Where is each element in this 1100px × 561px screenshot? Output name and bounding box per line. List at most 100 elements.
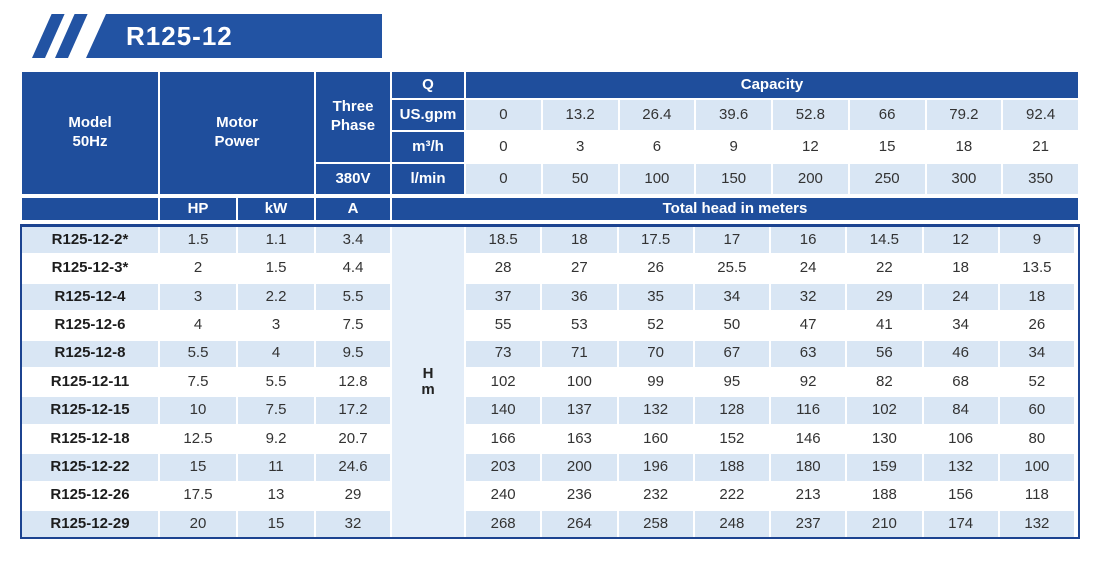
three-label: Three — [332, 98, 374, 116]
model-cell: R125-12-2* — [22, 227, 158, 254]
head-value-cell: 100 — [999, 454, 1074, 481]
capacity-value-cell: 0 — [466, 132, 541, 162]
unit-us-gpm: US.gpm — [392, 100, 464, 130]
amp-cell: 17.2 — [316, 397, 390, 424]
head-value-cell: 36 — [542, 283, 617, 311]
kw-cell: 7.5 — [238, 397, 314, 424]
amp-cell: 20.7 — [316, 425, 390, 453]
amp-cell: 4.4 — [316, 255, 390, 282]
amp-cell: 29 — [316, 482, 390, 509]
head-value-cell: 100 — [542, 368, 617, 396]
head-value-cell: 232 — [618, 482, 693, 509]
hp-cell: 7.5 — [160, 368, 236, 396]
head-value-cell: 128 — [694, 397, 769, 424]
capacity-value-cell: 18 — [926, 132, 1002, 162]
head-value-cell: 174 — [923, 510, 998, 538]
model-cell: R125-12-18 — [22, 425, 158, 453]
head-value-cell: 180 — [771, 454, 846, 481]
head-value-cell: 137 — [542, 397, 617, 424]
capacity-value-cell: 13.2 — [542, 100, 618, 130]
head-value-cell: 166 — [466, 425, 541, 453]
hp-header: HP — [160, 198, 236, 220]
product-title: R125-12 — [126, 20, 233, 51]
model-header: Model 50Hz — [22, 72, 158, 194]
head-value-cell: 67 — [694, 340, 769, 367]
head-value-cell: 159 — [847, 454, 922, 481]
motor-label: Motor — [216, 114, 258, 132]
head-value-cell: 18.5 — [466, 227, 541, 254]
empty-subheader-cell — [22, 198, 158, 220]
head-value-cell: 268 — [466, 510, 541, 538]
model-cell: R125-12-26 — [22, 482, 158, 509]
table-subheader: HP kW A Total head in meters — [22, 198, 1078, 220]
head-value-cell: 213 — [771, 482, 846, 509]
head-value-cell: 71 — [542, 340, 617, 367]
total-head-header: Total head in meters — [392, 198, 1078, 220]
head-value-cell: 17.5 — [618, 227, 693, 254]
head-value-cell: 116 — [771, 397, 846, 424]
head-value-cell: 29 — [847, 283, 922, 311]
capacity-value-cell: 39.6 — [696, 100, 771, 130]
phase-label: Phase — [330, 117, 376, 134]
kw-cell: 13 — [238, 482, 314, 509]
kw-cell: 11 — [238, 454, 314, 481]
model-cell: R125-12-11 — [22, 368, 158, 396]
amp-header: A — [316, 198, 390, 220]
capacity-value-cell: 26.4 — [619, 100, 695, 130]
capacity-value-cell: 300 — [926, 164, 1002, 194]
head-value-cell: 14.5 — [847, 227, 922, 254]
head-value-cell: 47 — [771, 312, 846, 339]
head-value-cell: 163 — [542, 425, 617, 453]
table-header: Model 50Hz Motor Power Three Phase 380V … — [22, 72, 1078, 194]
capacity-value-cell: 0 — [466, 100, 541, 130]
head-value-cell: 264 — [542, 510, 617, 538]
head-value-cell: 236 — [542, 482, 617, 509]
head-value-cell: 52 — [618, 312, 693, 339]
capacity-value-cell: 0 — [466, 164, 541, 194]
head-value-cell: 9 — [999, 227, 1074, 254]
amp-cell: 7.5 — [316, 312, 390, 339]
head-value-cell: 118 — [999, 482, 1074, 509]
q-header: Q — [392, 72, 464, 98]
capacity-value-cell: 50 — [542, 164, 618, 194]
head-value-cell: 130 — [847, 425, 922, 453]
head-value-cell: 28 — [466, 255, 541, 282]
head-value-cell: 32 — [771, 283, 846, 311]
amp-cell: 5.5 — [316, 283, 390, 311]
head-value-cell: 222 — [694, 482, 769, 509]
amp-cell: 24.6 — [316, 454, 390, 481]
head-value-cell: 188 — [847, 482, 922, 509]
head-value-cell: 26 — [999, 312, 1074, 339]
hp-cell: 1.5 — [160, 227, 236, 254]
head-value-cell: 41 — [847, 312, 922, 339]
head-value-cell: 70 — [618, 340, 693, 367]
table-body-frame: H m R125-12-2* 1.5 1.1 3.4 18.5 18 17.5 17 16 14.… — [20, 224, 1080, 540]
head-value-cell: 50 — [694, 312, 769, 339]
head-value-cell: 237 — [771, 510, 846, 538]
capacity-value-cell: 150 — [696, 164, 771, 194]
kw-header: kW — [238, 198, 314, 220]
head-value-cell: 34 — [999, 340, 1074, 367]
head-value-cell: 13.5 — [999, 255, 1074, 282]
head-value-cell: 56 — [847, 340, 922, 367]
head-value-cell: 160 — [618, 425, 693, 453]
head-value-cell: 25.5 — [694, 255, 769, 282]
head-value-cell: 132 — [618, 397, 693, 424]
kw-cell: 5.5 — [238, 368, 314, 396]
head-value-cell: 102 — [466, 368, 541, 396]
capacity-value-cell: 100 — [619, 164, 695, 194]
head-value-cell: 210 — [847, 510, 922, 538]
hp-cell: 5.5 — [160, 340, 236, 367]
unit-lmin: l/min — [392, 164, 464, 194]
head-value-cell: 200 — [542, 454, 617, 481]
banner: R125-12 — [22, 14, 382, 58]
head-value-cell: 196 — [618, 454, 693, 481]
model-cell: R125-12-29 — [22, 510, 158, 538]
three-phase-header: Three Phase — [316, 72, 390, 162]
head-value-cell: 132 — [999, 510, 1074, 538]
amp-cell: 32 — [316, 510, 390, 538]
head-value-cell: 35 — [618, 283, 693, 311]
head-value-cell: 102 — [847, 397, 922, 424]
head-value-cell: 63 — [771, 340, 846, 367]
head-value-cell: 34 — [694, 283, 769, 311]
